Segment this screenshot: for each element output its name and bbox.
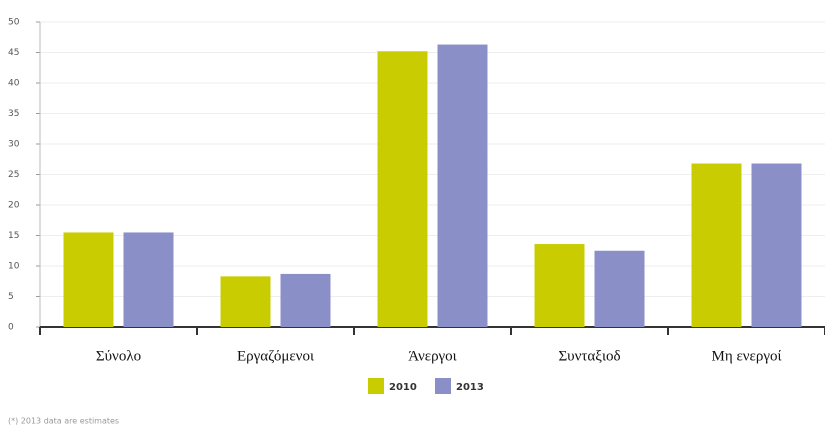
bar bbox=[220, 276, 271, 327]
bar bbox=[594, 250, 645, 327]
bar bbox=[691, 163, 742, 327]
y-tick-label: 35 bbox=[8, 109, 19, 119]
footnote: (*) 2013 data are estimates bbox=[8, 417, 119, 426]
y-tick-label: 50 bbox=[8, 18, 20, 28]
x-tick-label: Άνεργοι bbox=[408, 348, 456, 364]
x-tick-label: Συνταξιοδ bbox=[558, 348, 620, 364]
y-tick-label: 40 bbox=[8, 79, 20, 89]
legend-swatch bbox=[435, 378, 451, 394]
y-tick-label: 10 bbox=[8, 262, 20, 272]
y-tick-label: 30 bbox=[8, 140, 20, 150]
y-tick-label: 20 bbox=[8, 201, 20, 211]
bar bbox=[534, 244, 585, 327]
bar bbox=[63, 232, 114, 327]
x-tick-label: Σύνολο bbox=[96, 348, 141, 364]
y-tick-label: 45 bbox=[8, 48, 19, 58]
legend-label: 2010 bbox=[389, 382, 417, 393]
y-tick-label: 0 bbox=[8, 323, 14, 333]
legend-swatch bbox=[368, 378, 384, 394]
bar bbox=[123, 232, 174, 327]
y-tick-label: 25 bbox=[8, 170, 19, 180]
x-tick-label: Μη ενεργοί bbox=[712, 348, 782, 364]
legend-label: 2013 bbox=[456, 382, 484, 393]
bar bbox=[437, 44, 488, 327]
x-tick-label: Εργαζόμενοι bbox=[237, 348, 314, 364]
y-tick-label: 5 bbox=[8, 292, 14, 302]
bar bbox=[377, 51, 428, 327]
y-tick-label: 15 bbox=[8, 231, 19, 241]
bar bbox=[751, 163, 802, 327]
bar bbox=[280, 273, 331, 327]
